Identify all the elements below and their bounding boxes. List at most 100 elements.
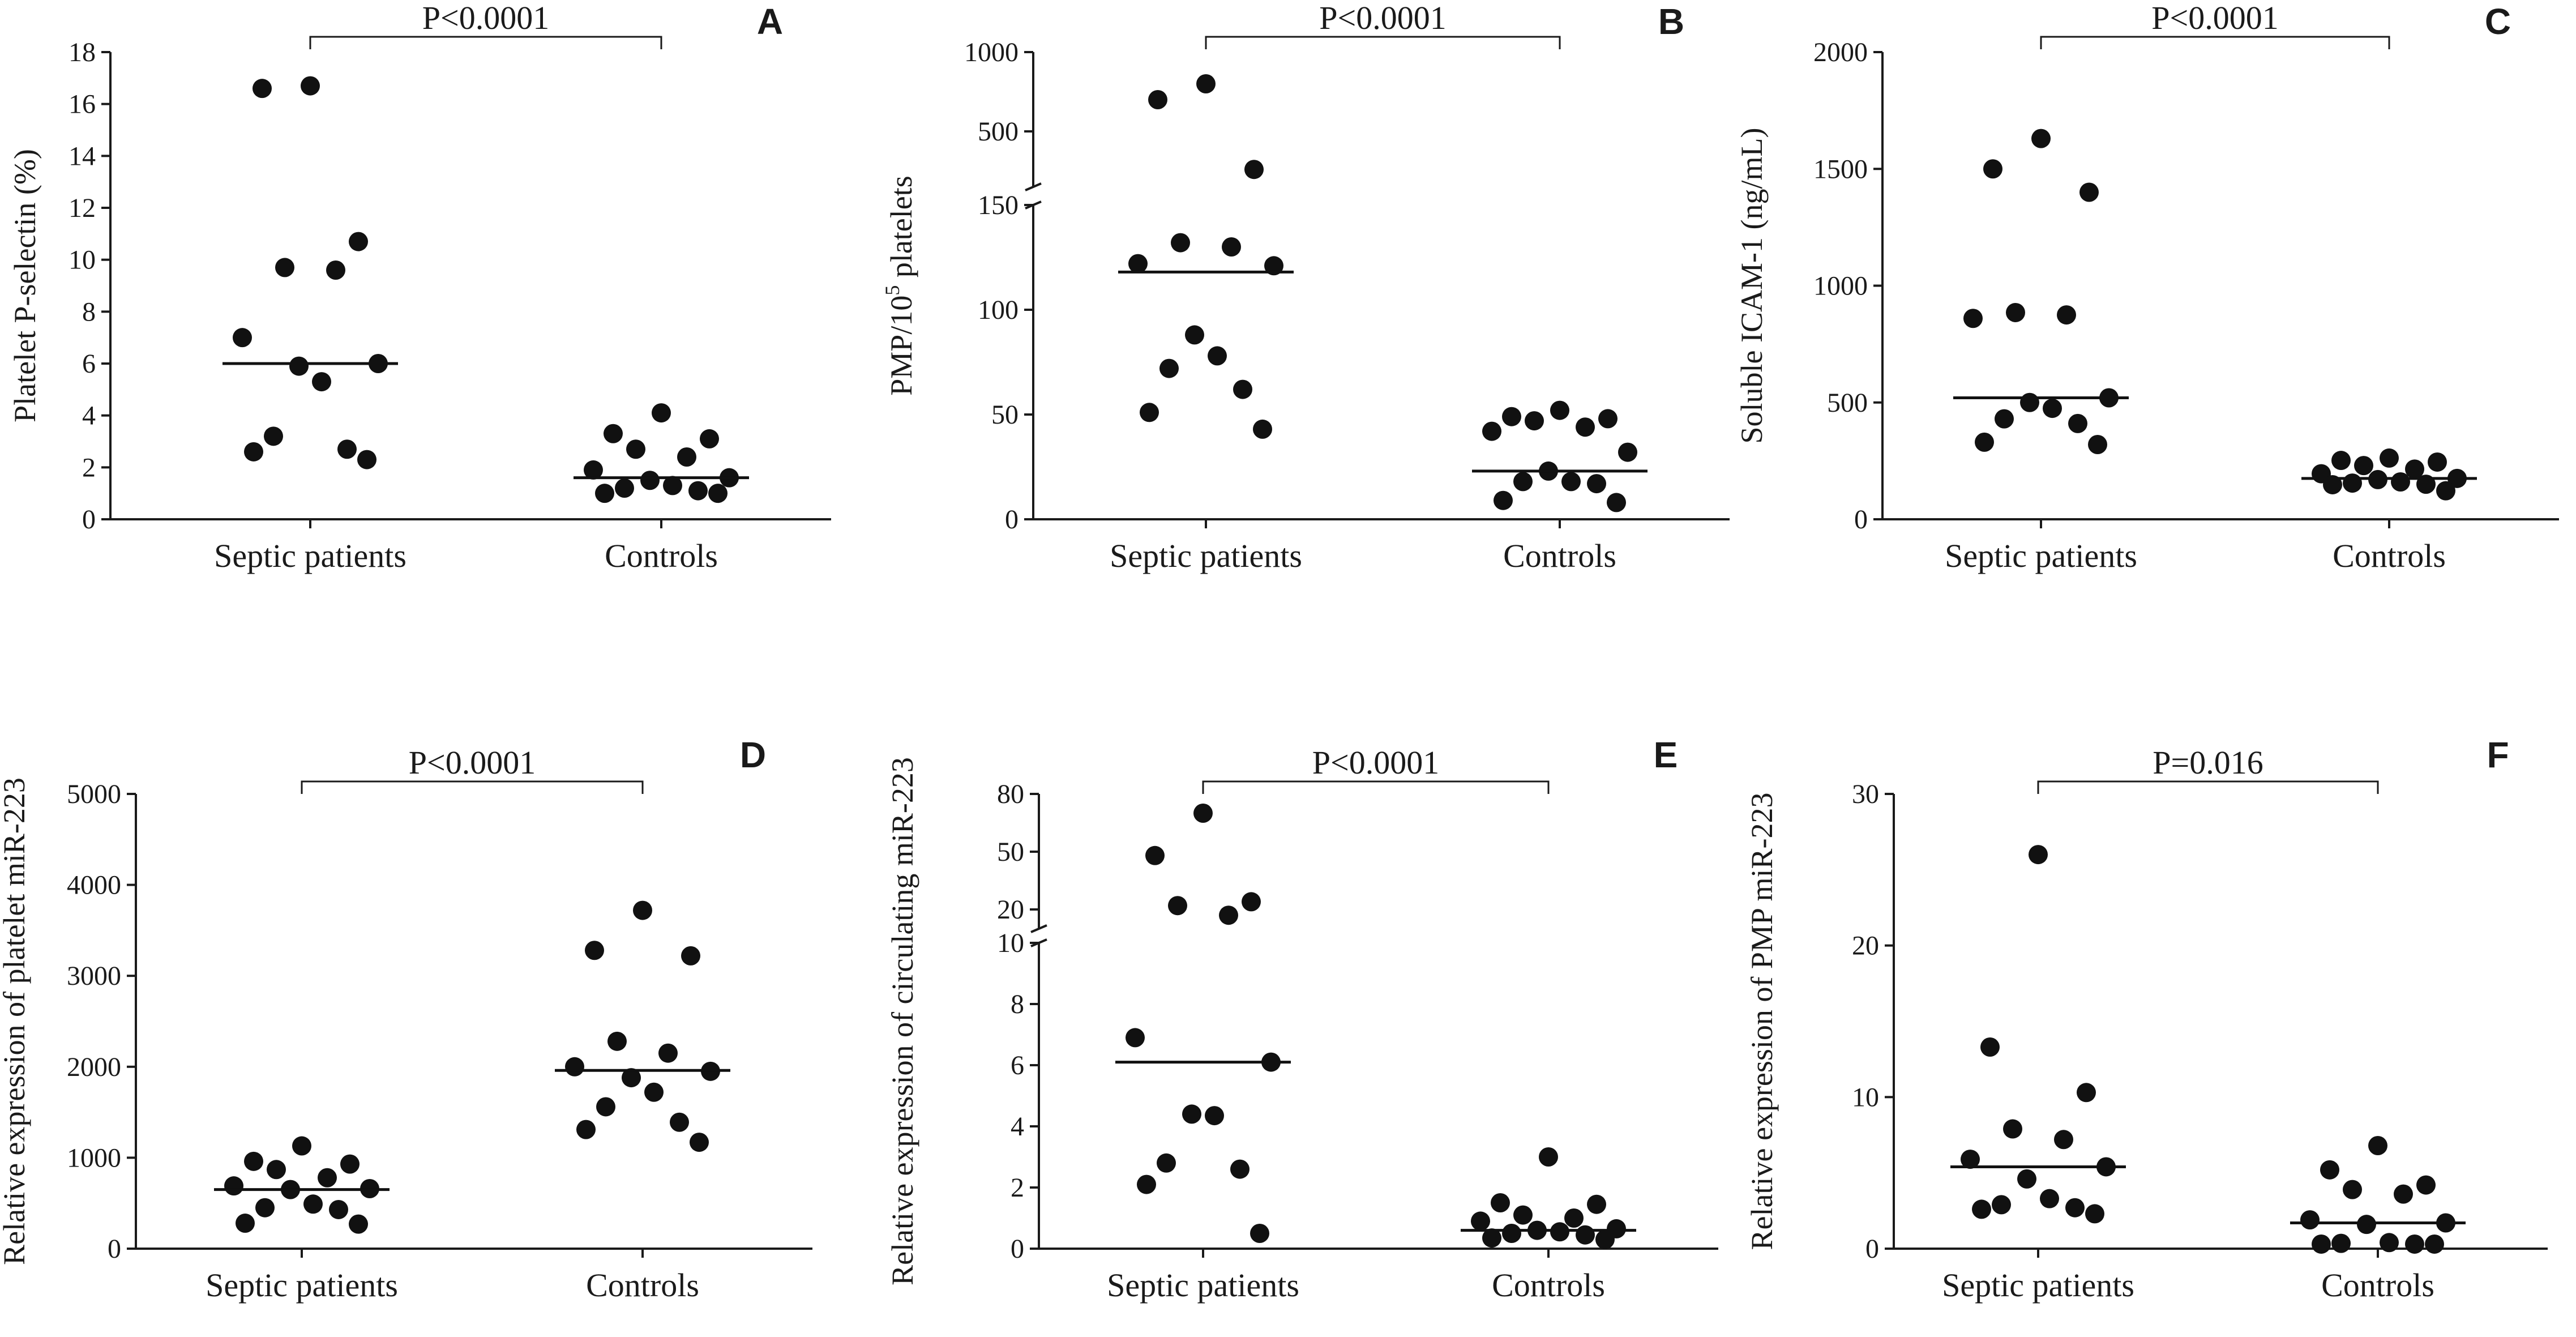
data-point <box>2405 1234 2424 1254</box>
y-tick-label: 0 <box>1865 1234 1879 1264</box>
data-point <box>2088 435 2107 454</box>
data-point <box>1482 421 1501 441</box>
y-tick-label: 2 <box>1011 1173 1024 1203</box>
data-point <box>275 258 294 277</box>
y-tick-label: 0 <box>1005 505 1019 535</box>
p-value-label: P<0.0001 <box>409 744 536 781</box>
data-point <box>264 426 283 446</box>
y-tick-label: 500 <box>1827 388 1868 418</box>
data-point <box>2380 1233 2399 1253</box>
data-point <box>289 356 309 376</box>
data-point <box>1975 432 1994 452</box>
p-value-label: P<0.0001 <box>1312 744 1439 781</box>
data-point <box>2040 1189 2059 1208</box>
y-tick-label: 2000 <box>1813 37 1868 67</box>
series-controls <box>1472 400 1648 512</box>
data-point <box>1182 1104 1201 1124</box>
y-tick-label: 0 <box>82 505 96 535</box>
panel-letter: C <box>2485 1 2511 42</box>
data-point <box>2428 452 2447 472</box>
panel-letter: D <box>740 734 766 775</box>
data-point <box>2312 1234 2331 1254</box>
panel-b: 0 50 100 150 500 1000 Septic patients Controls P… <box>881 0 1730 574</box>
data-point <box>2416 1175 2436 1195</box>
x-category-label: Septic patients <box>1942 1267 2134 1304</box>
data-point <box>312 372 331 392</box>
data-point <box>1598 409 1618 429</box>
y-tick-label: 30 <box>1852 779 1879 809</box>
y-tick-label: 50 <box>997 837 1024 867</box>
data-point <box>1525 411 1544 431</box>
y-tick-label: 2000 <box>67 1052 121 1082</box>
data-point <box>633 900 652 920</box>
y-tick-label: 14 <box>69 141 96 171</box>
data-point <box>1157 1153 1176 1173</box>
data-point <box>2057 305 2076 325</box>
data-point <box>1168 896 1187 916</box>
data-point <box>337 439 357 459</box>
data-point <box>652 403 671 423</box>
data-point <box>2391 472 2410 492</box>
data-point <box>585 941 604 960</box>
data-point <box>1126 1028 1145 1048</box>
series-septic-patients <box>1950 845 2126 1224</box>
data-point <box>2003 1119 2022 1139</box>
data-point <box>2006 302 2025 322</box>
data-point <box>1253 419 1272 439</box>
data-point <box>1171 233 1190 253</box>
y-tick-label: 12 <box>69 193 96 223</box>
y-axis-label-superscript: 5 <box>881 285 904 296</box>
data-point <box>2300 1210 2320 1230</box>
y-axis-label-text: Soluble ICAM-1 (ng/mL) <box>1735 128 1769 444</box>
data-point <box>1242 892 1261 912</box>
y-tick-label: 4 <box>1011 1112 1024 1142</box>
data-point <box>690 1133 709 1152</box>
y-tick-label: 1000 <box>1813 271 1868 301</box>
x-category-label: Controls <box>1492 1267 1605 1304</box>
data-point <box>329 1199 348 1219</box>
y-tick-label: 10 <box>69 245 96 275</box>
y-axis-label: Platelet P-selectin (%) <box>8 149 42 422</box>
data-point <box>2079 182 2099 202</box>
data-point <box>1961 1150 1980 1169</box>
data-point <box>253 79 272 99</box>
data-point <box>1230 1159 1250 1179</box>
y-tick-label: 4 <box>82 401 96 431</box>
data-point <box>2017 1169 2036 1189</box>
y-tick-label: 100 <box>978 295 1019 325</box>
data-point <box>595 484 614 503</box>
data-point <box>2323 475 2342 494</box>
series-controls <box>2290 1135 2466 1254</box>
data-point <box>658 1043 678 1063</box>
data-point <box>2436 481 2455 501</box>
series-controls <box>555 900 730 1152</box>
panels: 0 2 4 6 8 10 12 14 16 18 Septic patients Controls Pl… <box>0 0 2559 1304</box>
data-point <box>2068 413 2087 433</box>
data-point <box>1607 493 1626 512</box>
p-value-label: P<0.0001 <box>2151 0 2278 36</box>
y-tick-label: 6 <box>82 349 96 379</box>
data-point <box>677 447 696 467</box>
data-point <box>1482 1228 1501 1248</box>
data-point <box>2405 459 2424 479</box>
y-axis-label-suffix: platelets <box>884 176 918 285</box>
x-category-label: Septic patients <box>1945 537 2137 574</box>
data-point <box>233 328 252 348</box>
y-axis-label: Relative expression of PMP miR-223 <box>1745 793 1779 1250</box>
series-septic-patients <box>1953 129 2129 454</box>
x-category-label: Controls <box>2333 537 2446 574</box>
data-point <box>626 439 645 459</box>
data-point <box>2343 1180 2362 1199</box>
data-point <box>708 484 728 503</box>
y-tick-label: 5000 <box>67 779 121 809</box>
data-point <box>1502 1224 1521 1243</box>
panel-d: 0 1000 2000 3000 4000 5000 Septic patients Cont… <box>0 734 812 1304</box>
data-point <box>1513 472 1533 492</box>
data-point <box>2354 456 2373 476</box>
data-point <box>1159 358 1179 378</box>
data-point <box>1963 309 1983 328</box>
data-point <box>244 442 263 462</box>
data-point <box>607 1031 627 1051</box>
data-point <box>1564 1208 1584 1228</box>
x-category-label: Septic patients <box>1110 537 1302 574</box>
